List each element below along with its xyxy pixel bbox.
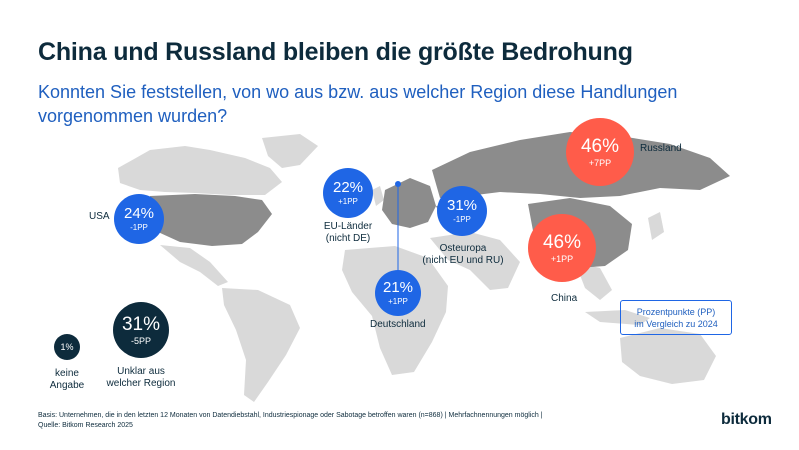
label-eu: EU-Länder (nicht DE) bbox=[314, 221, 382, 245]
china-percent: 46% bbox=[542, 232, 582, 253]
deutschland-percent: 21% bbox=[382, 279, 414, 296]
eu-label-line1: EU-Länder bbox=[323, 221, 373, 232]
label-keine-angabe: keine Angabe bbox=[42, 368, 92, 392]
bubble-china: 46% +1PP bbox=[528, 214, 596, 282]
bubble-unklar: 31% -5PP bbox=[113, 302, 169, 358]
page-title: China und Russland bleiben die größte Be… bbox=[38, 38, 633, 66]
russland-change: +7PP bbox=[588, 158, 612, 168]
label-deutschland: Deutschland bbox=[370, 319, 426, 330]
keine-label-line1: keine bbox=[55, 368, 79, 379]
keine-label-line2: Angabe bbox=[49, 380, 85, 391]
bubble-eu: 22% +1PP bbox=[323, 168, 373, 218]
bubble-keine-angabe: 1% bbox=[54, 334, 80, 360]
label-unklar: Unklar aus welcher Region bbox=[101, 366, 181, 390]
china-change: +1PP bbox=[550, 254, 574, 264]
unklar-percent: 31% bbox=[121, 314, 161, 335]
bubble-usa: 24% -1PP bbox=[114, 194, 164, 244]
legend-line1: Prozentpunkte (PP) bbox=[636, 306, 716, 317]
legend-line2: im Vergleich zu 2024 bbox=[634, 318, 718, 329]
unklar-label-line2: welcher Region bbox=[106, 378, 176, 389]
osteuropa-change: -1PP bbox=[453, 215, 471, 224]
eu-change: +1PP bbox=[338, 197, 358, 206]
russland-percent: 46% bbox=[580, 136, 620, 157]
label-osteuropa: Osteuropa (nicht EU und RU) bbox=[422, 243, 504, 267]
bubble-russland: 46% +7PP bbox=[566, 118, 634, 186]
bubble-deutschland: 21% +1PP bbox=[375, 270, 421, 316]
osteuropa-label-line1: Osteuropa bbox=[439, 243, 487, 254]
footer-source: Basis: Unternehmen, die in den letzten 1… bbox=[38, 411, 658, 431]
osteuropa-label-line2: (nicht EU und RU) bbox=[422, 255, 504, 266]
deutschland-change: +1PP bbox=[388, 297, 408, 306]
bubble-osteuropa: 31% -1PP bbox=[437, 186, 487, 236]
osteuropa-percent: 31% bbox=[446, 197, 478, 214]
eu-percent: 22% bbox=[332, 179, 364, 196]
unklar-label-line1: Unklar aus bbox=[117, 366, 165, 377]
usa-change: -1PP bbox=[130, 223, 148, 232]
label-china: China bbox=[551, 293, 578, 304]
footer-quelle: Quelle: Bitkom Research 2025 bbox=[38, 422, 133, 429]
bitkom-logo: bitkom bbox=[721, 411, 772, 428]
keine-percent: 1% bbox=[60, 342, 74, 352]
unklar-change: -5PP bbox=[130, 336, 151, 346]
legend-box: Prozentpunkte (PP) im Vergleich zu 2024 bbox=[620, 300, 732, 335]
usa-percent: 24% bbox=[123, 205, 155, 222]
eu-label-line2: (nicht DE) bbox=[325, 233, 371, 244]
label-usa: USA bbox=[89, 211, 110, 222]
deutschland-marker-icon bbox=[395, 181, 401, 187]
label-russland: Russland bbox=[640, 143, 682, 154]
page-subtitle: Konnten Sie feststellen, von wo aus bzw.… bbox=[38, 82, 678, 126]
footer-basis: Basis: Unternehmen, die in den letzten 1… bbox=[38, 412, 543, 419]
